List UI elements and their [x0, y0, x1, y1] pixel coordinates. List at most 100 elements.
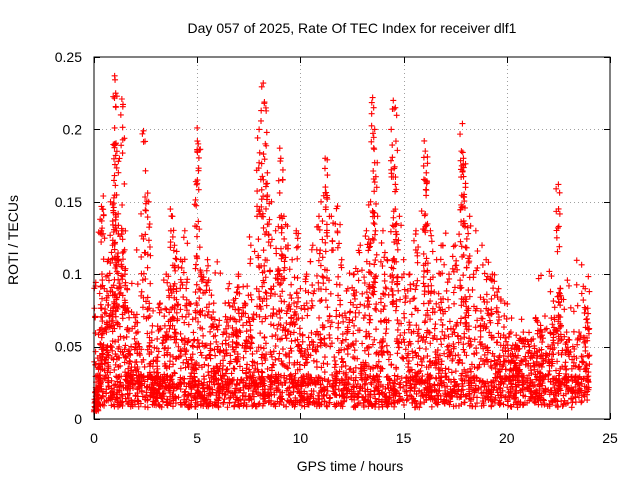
data-point — [156, 401, 163, 408]
data-point — [208, 292, 215, 299]
data-point — [112, 264, 119, 271]
data-point — [390, 214, 397, 221]
data-point — [358, 267, 365, 274]
data-point — [361, 367, 368, 374]
data-point — [370, 365, 377, 372]
data-point — [586, 325, 593, 332]
data-point — [365, 304, 372, 311]
data-point — [413, 390, 420, 397]
data-point — [460, 193, 467, 200]
data-point — [496, 373, 503, 380]
data-point — [512, 362, 519, 369]
data-point — [327, 343, 334, 350]
data-point — [119, 124, 126, 131]
data-point — [266, 268, 273, 275]
data-point — [443, 287, 450, 294]
data-point — [503, 338, 510, 345]
data-point — [423, 222, 430, 229]
data-point — [154, 323, 161, 330]
data-point — [459, 360, 466, 367]
data-point — [390, 174, 397, 181]
data-point — [111, 172, 118, 179]
data-point — [122, 395, 129, 402]
data-point — [115, 337, 122, 344]
data-point — [350, 354, 357, 361]
data-point — [192, 265, 199, 272]
data-point — [451, 329, 458, 336]
data-point — [227, 352, 234, 359]
data-point — [494, 289, 501, 296]
data-point — [120, 334, 127, 341]
data-point — [359, 290, 366, 297]
data-point — [460, 217, 467, 224]
data-point — [174, 383, 181, 390]
data-point — [194, 387, 201, 394]
data-point — [291, 359, 298, 366]
data-point — [535, 275, 542, 282]
data-point — [389, 154, 396, 161]
data-point — [513, 390, 520, 397]
data-point — [391, 105, 398, 112]
data-point — [369, 235, 376, 242]
data-point — [192, 382, 199, 389]
data-point — [196, 295, 203, 302]
data-point — [296, 366, 303, 373]
data-point — [463, 373, 470, 380]
data-point — [126, 390, 133, 397]
data-point — [203, 401, 210, 408]
data-point — [235, 271, 242, 278]
data-point — [572, 394, 579, 401]
data-point — [479, 315, 486, 322]
data-point — [181, 335, 188, 342]
data-point — [393, 297, 400, 304]
data-point — [192, 365, 199, 372]
data-point — [427, 316, 434, 323]
data-point — [384, 398, 391, 405]
data-point — [352, 403, 359, 410]
data-point — [213, 370, 220, 377]
data-point — [260, 80, 267, 87]
data-point — [343, 387, 350, 394]
data-point — [278, 280, 285, 287]
data-point — [119, 263, 126, 270]
data-point — [319, 254, 326, 261]
data-point — [335, 386, 342, 393]
data-point — [189, 379, 196, 386]
data-point — [452, 242, 459, 249]
data-point — [280, 213, 287, 220]
data-point — [397, 296, 404, 303]
data-point — [97, 380, 104, 387]
data-point — [288, 295, 295, 302]
data-point — [222, 313, 229, 320]
data-point — [167, 389, 174, 396]
data-point — [473, 345, 480, 352]
data-point — [167, 374, 174, 381]
data-point — [412, 286, 419, 293]
data-point — [453, 262, 460, 269]
data-point — [264, 169, 271, 176]
data-point — [355, 277, 362, 284]
plot-frame — [93, 56, 611, 420]
data-point — [137, 381, 144, 388]
data-point — [569, 343, 576, 350]
data-point — [100, 193, 107, 200]
data-point — [144, 190, 151, 197]
data-point — [323, 392, 330, 399]
data-point — [276, 400, 283, 407]
data-point — [147, 252, 154, 259]
data-point — [556, 243, 563, 250]
data-point — [301, 375, 308, 382]
data-point — [480, 380, 487, 387]
data-point — [354, 381, 361, 388]
data-point — [113, 304, 120, 311]
data-point — [273, 250, 280, 257]
data-point — [261, 334, 268, 341]
data-point — [298, 305, 305, 312]
data-point — [432, 321, 439, 328]
data-point — [491, 396, 498, 403]
data-point — [510, 353, 517, 360]
data-point — [315, 377, 322, 384]
data-point — [318, 388, 325, 395]
data-point — [556, 289, 563, 296]
data-point — [190, 329, 197, 336]
